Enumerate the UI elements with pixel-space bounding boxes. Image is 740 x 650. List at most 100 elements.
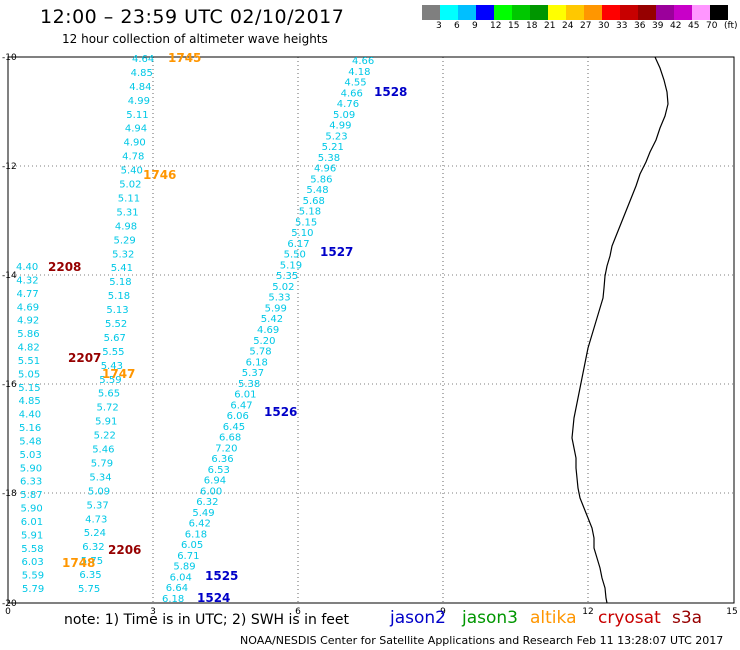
- wave-height-label: 4.78: [122, 152, 144, 163]
- wave-height-label: 6.33: [20, 477, 42, 488]
- y-tick-label: -16: [2, 380, 17, 390]
- wave-height-label: 5.40: [121, 166, 143, 177]
- wave-height-label: 6.01: [234, 390, 256, 401]
- wave-height-label: 5.02: [272, 282, 294, 293]
- wave-height-label: 5.89: [173, 562, 195, 573]
- pass-time-label: 1528: [374, 85, 407, 99]
- scale-swatch: [476, 5, 494, 20]
- scale-swatch: [584, 5, 602, 20]
- wave-height-label: 4.66: [352, 56, 374, 67]
- wave-height-label: 5.46: [92, 445, 114, 456]
- wave-height-label: 5.43: [101, 361, 123, 372]
- scale-label: 12: [490, 21, 502, 31]
- altika-track-values: 4.64 4.85 4.84 4.99 5.11 4.94 4.90 4.78 5.40 5.02…: [78, 54, 154, 595]
- wave-height-label: 4.40: [19, 410, 41, 421]
- wave-height-label: 5.99: [265, 304, 287, 315]
- wave-height-label: 5.65: [98, 389, 120, 400]
- pass-time-label: 1747: [102, 367, 135, 381]
- x-tick-label: 12: [582, 607, 593, 617]
- wave-height-label: 5.41: [111, 263, 133, 274]
- y-tick-label: -12: [2, 162, 17, 172]
- wave-height-label: 4.77: [17, 289, 39, 300]
- wave-height-label: 5.86: [17, 329, 39, 340]
- wave-height-label: 5.72: [97, 403, 119, 414]
- scale-label: 6: [454, 21, 460, 31]
- wave-height-label: 5.20: [253, 336, 275, 347]
- wave-height-label: 6.94: [204, 476, 226, 487]
- scale-label: 42: [670, 21, 682, 31]
- scale-swatch: [638, 5, 656, 20]
- scale-swatch: [548, 5, 566, 20]
- scale-swatch: [458, 5, 476, 20]
- wave-height-label: 6.32: [82, 542, 104, 553]
- map-axis-ticks: 0 3 6 9 12 15 -10 -12 -14 -16 -18 -20: [2, 53, 738, 617]
- wave-height-label: 5.86: [310, 174, 332, 185]
- wave-height-label: 5.22: [94, 431, 116, 442]
- wave-height-label: 6.00: [200, 486, 222, 497]
- scale-label: 24: [562, 21, 574, 31]
- color-scale-labels: 3 6 9 12 15 18 21 24 27 30 33 36 39 42 45 70 (ft): [422, 21, 740, 33]
- legend-jason3: jason3: [462, 608, 518, 628]
- wave-height-label: 6.45: [223, 422, 245, 433]
- wave-height-label: 4.92: [17, 316, 39, 327]
- wave-height-label: 6.47: [230, 400, 252, 411]
- wave-height-label: 4.32: [16, 275, 38, 286]
- pass-time-label: 1524: [197, 591, 230, 605]
- wave-height-label: 5.37: [87, 500, 109, 511]
- wave-height-label: 5.67: [104, 333, 126, 344]
- wave-height-label: 5.05: [18, 369, 40, 380]
- wave-height-label: 4.55: [344, 78, 366, 89]
- wave-height-label: 5.19: [280, 260, 302, 271]
- scale-label: 45: [688, 21, 700, 31]
- wave-height-label: 5.23: [325, 131, 347, 142]
- wave-height-label: 5.24: [84, 528, 106, 539]
- wave-height-label: 6.64: [166, 583, 188, 594]
- wave-height-label: 6.35: [79, 570, 101, 581]
- x-tick-label: 6: [295, 607, 301, 617]
- wave-height-label: 4.96: [314, 164, 336, 175]
- wave-height-label: 7.20: [215, 443, 237, 454]
- wave-height-label: 5.59: [22, 571, 44, 582]
- legend-jason2: jason2: [390, 608, 446, 628]
- legend-cryosat: cryosat: [598, 608, 661, 628]
- wave-height-label: 5.38: [238, 379, 260, 390]
- pass-time-label: 1527: [320, 245, 353, 259]
- wave-height-label: 4.82: [18, 343, 40, 354]
- wave-height-label: 4.69: [17, 302, 39, 313]
- cryosat-track-values: 4.40 4.32 4.77 4.69 4.92 5.86 4.82 5.51 5.05 5.15…: [16, 262, 44, 595]
- wave-height-label: 4.64: [132, 54, 154, 65]
- y-tick-label: -10: [2, 53, 17, 63]
- wave-height-label: 5.68: [303, 196, 325, 207]
- scale-swatch: [440, 5, 458, 20]
- scale-label: 15: [508, 21, 520, 31]
- x-tick-label: 0: [5, 607, 11, 617]
- wave-height-label: 4.18: [348, 67, 370, 78]
- pass-time-label: 1526: [264, 405, 297, 419]
- pass-time-label: 1746: [143, 168, 176, 182]
- wave-height-label: 5.49: [192, 508, 214, 519]
- y-tick-label: -18: [2, 489, 17, 499]
- wave-height-label: 5.18: [299, 207, 321, 218]
- wave-height-label: 5.21: [322, 142, 344, 153]
- pass-time-label: 2206: [108, 543, 141, 557]
- wave-height-label: 6.71: [177, 551, 199, 562]
- wave-height-label: 5.78: [249, 347, 271, 358]
- scale-swatch: [566, 5, 584, 20]
- wave-height-label: 5.16: [19, 423, 41, 434]
- scale-swatch: [710, 5, 728, 20]
- wave-height-label: 5.37: [242, 368, 264, 379]
- scale-label: 21: [544, 21, 556, 31]
- wave-height-label: 5.31: [116, 207, 138, 218]
- wave-height-label: 6.04: [170, 573, 192, 584]
- scale-swatch: [530, 5, 548, 20]
- wave-height-label: 5.18: [109, 277, 131, 288]
- wave-height-label: 4.85: [131, 68, 153, 79]
- footer-credit: NOAA/NESDIS Center for Satellite Applica…: [240, 634, 724, 647]
- wave-height-label: 6.53: [208, 465, 230, 476]
- wave-height-label: 5.11: [126, 110, 148, 121]
- wave-height-label: 6.06: [227, 411, 249, 422]
- wave-height-label: 4.40: [16, 262, 38, 273]
- scale-label: 18: [526, 21, 538, 31]
- scale-swatch: [692, 5, 710, 20]
